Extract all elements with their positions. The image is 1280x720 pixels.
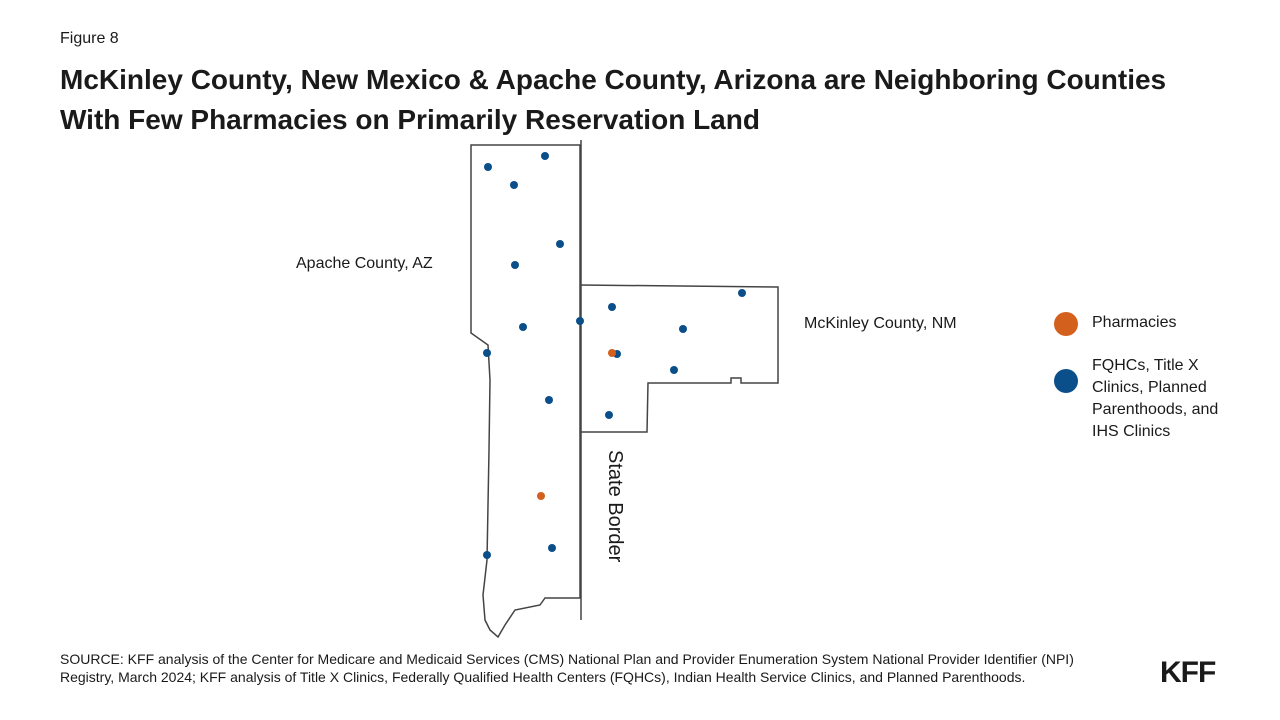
apache-county bbox=[470, 144, 581, 639]
legend-swatch bbox=[1054, 369, 1078, 393]
mckinley-county bbox=[579, 284, 779, 433]
apache-label: Apache County, AZ bbox=[296, 255, 433, 272]
title: McKinley County, New Mexico & Apache Cou… bbox=[60, 64, 1167, 135]
pharmacies bbox=[537, 349, 616, 500]
clinics bbox=[483, 152, 746, 559]
figure-label: Figure 8 bbox=[60, 30, 119, 47]
legend-label: FQHCs, Title X Clinics, Planned Parentho… bbox=[1092, 357, 1219, 440]
logo: KFF bbox=[1160, 656, 1216, 689]
border-label: State Border bbox=[604, 450, 626, 563]
source: SOURCE: KFF analysis of the Center for M… bbox=[60, 651, 1074, 685]
legend-label: Pharmacies bbox=[1092, 314, 1177, 331]
legend-swatch bbox=[1054, 312, 1078, 336]
mckinley-label: McKinley County, NM bbox=[804, 315, 957, 332]
